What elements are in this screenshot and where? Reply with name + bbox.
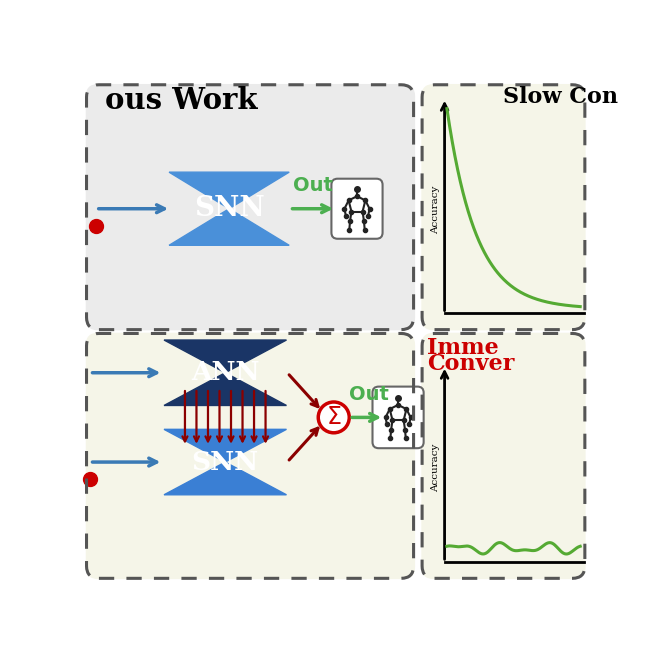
- Text: SNN: SNN: [194, 195, 265, 222]
- Text: Accuracy: Accuracy: [431, 443, 440, 492]
- Polygon shape: [164, 373, 286, 405]
- Polygon shape: [169, 172, 290, 209]
- Text: Slow Con: Slow Con: [504, 86, 618, 108]
- Polygon shape: [169, 209, 290, 246]
- FancyBboxPatch shape: [421, 333, 586, 579]
- Text: ANN: ANN: [191, 360, 259, 385]
- Circle shape: [318, 402, 349, 433]
- FancyBboxPatch shape: [331, 179, 383, 239]
- Text: $\Sigma$: $\Sigma$: [326, 405, 341, 430]
- Polygon shape: [164, 462, 286, 495]
- Text: Imme: Imme: [427, 337, 498, 358]
- Polygon shape: [164, 340, 286, 373]
- Text: Accuracy: Accuracy: [431, 185, 440, 234]
- Polygon shape: [164, 429, 286, 462]
- FancyBboxPatch shape: [373, 386, 424, 448]
- FancyBboxPatch shape: [86, 84, 415, 330]
- Text: Out: Out: [293, 176, 333, 195]
- Text: Out: Out: [348, 384, 388, 403]
- Text: Conver: Conver: [427, 354, 514, 375]
- FancyBboxPatch shape: [421, 84, 586, 330]
- FancyBboxPatch shape: [86, 333, 415, 579]
- Text: ous Work: ous Work: [105, 86, 257, 115]
- Text: SNN: SNN: [192, 449, 259, 475]
